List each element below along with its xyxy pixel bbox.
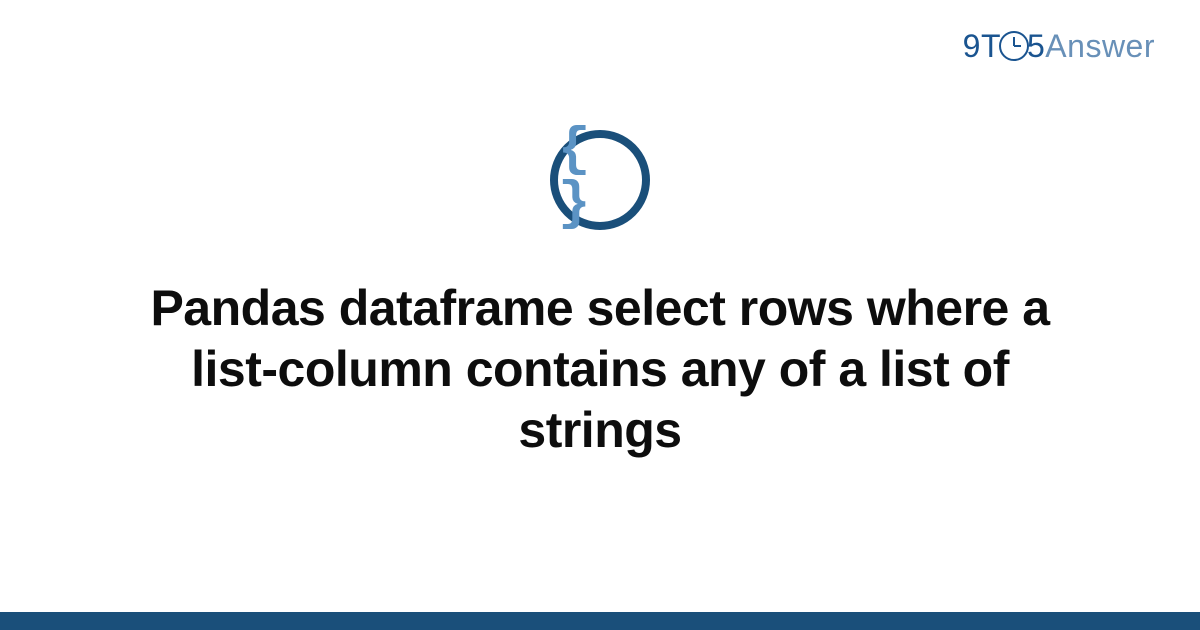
site-logo: 9T 5Answer xyxy=(963,28,1155,65)
logo-part-9t: 9T xyxy=(963,28,1001,64)
logo-part-answer: Answer xyxy=(1045,28,1155,64)
category-badge: { } xyxy=(550,130,650,230)
page-title: Pandas dataframe select rows where a lis… xyxy=(120,278,1080,461)
footer-accent-bar xyxy=(0,612,1200,630)
content-center: { } Pandas dataframe select rows where a… xyxy=(0,130,1200,461)
clock-icon xyxy=(999,31,1029,61)
logo-part-5: 5 xyxy=(1027,28,1045,64)
braces-icon: { } xyxy=(558,124,642,232)
